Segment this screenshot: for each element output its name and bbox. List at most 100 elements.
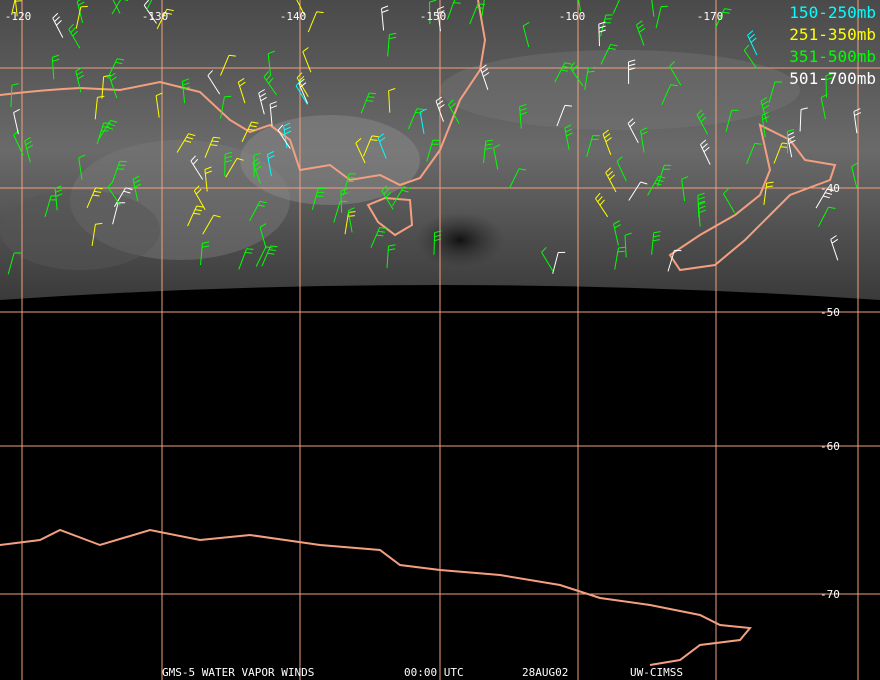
longitude-label: -150	[420, 10, 447, 23]
wind-barb	[605, 167, 617, 193]
wind-barb	[224, 151, 233, 177]
wind-barb	[11, 0, 22, 16]
wind-barb	[370, 227, 387, 248]
wind-barb	[238, 248, 254, 270]
wind-barb	[556, 104, 572, 127]
wind-barb	[698, 201, 706, 227]
wind-barb	[51, 54, 60, 80]
legend-entry: 351-500mb	[789, 47, 876, 66]
wind-barb	[190, 155, 204, 180]
longitude-label: -130	[142, 10, 169, 23]
wind-barb	[146, 0, 153, 11]
wind-barb	[578, 0, 581, 11]
wind-barb	[435, 96, 445, 122]
wind-barb	[52, 12, 64, 38]
wind-barb	[14, 0, 18, 17]
wind-barb	[655, 5, 669, 29]
wind-barb	[267, 50, 275, 76]
longitude-labels: -120 -130 -140 -150 -160 -170	[5, 10, 724, 23]
wind-barb	[429, 0, 437, 25]
wind-barb	[614, 246, 626, 270]
wind-barb	[522, 21, 530, 48]
wind-barb	[253, 152, 261, 178]
wind-barb	[302, 47, 312, 73]
wind-barb	[181, 78, 190, 104]
wind-barb	[263, 71, 278, 96]
longitude-label: -120	[5, 10, 32, 23]
wind-barb	[388, 88, 396, 113]
wind-barb	[296, 72, 309, 97]
wind-barb	[681, 176, 689, 202]
wind-barb	[220, 95, 232, 119]
wind-barb	[768, 81, 783, 104]
wind-barb	[508, 168, 527, 189]
wind-barb	[220, 54, 236, 76]
wind-barb	[187, 205, 204, 227]
wind-barb	[651, 231, 661, 255]
wind-barb	[743, 44, 758, 69]
wind-barb	[636, 20, 646, 46]
wind-barb	[225, 157, 244, 178]
latitude-label: -60	[820, 440, 840, 453]
wind-barb	[298, 78, 309, 104]
wind-barb	[241, 121, 259, 143]
wind-barb	[469, 3, 485, 25]
wind-barb	[112, 202, 126, 225]
wind-barb	[628, 59, 636, 84]
wind-barb	[307, 11, 324, 33]
footer: GMS-5 WATER VAPOR WINDS 00:00 UTC 28AUG0…	[162, 666, 683, 679]
wind-barb	[669, 61, 682, 86]
legend: 150-250mb 251-350mb 351-500mb 501-700mb	[789, 3, 876, 88]
wind-barb	[202, 214, 221, 235]
wind-barb	[112, 160, 127, 183]
wind-barb	[112, 0, 121, 14]
legend-entry: 501-700mb	[789, 69, 876, 88]
wind-barb	[204, 166, 212, 192]
wind-barb	[554, 62, 572, 83]
legend-entry: 251-350mb	[789, 25, 876, 44]
wind-barb	[584, 66, 596, 90]
cloud-band	[240, 115, 420, 205]
product-name: GMS-5 WATER VAPOR WINDS	[162, 666, 314, 679]
wind-barb	[602, 129, 612, 155]
wind-barb	[616, 156, 627, 182]
time: 00:00 UTC	[404, 666, 464, 679]
wind-barb	[132, 175, 142, 202]
latitude-label: -50	[820, 306, 840, 319]
wind-barb	[10, 83, 19, 108]
wind-barb	[113, 187, 133, 207]
wind-barb	[586, 135, 600, 157]
wind-barb	[7, 252, 22, 275]
wind-barb	[204, 136, 221, 158]
wind-barb	[480, 64, 490, 90]
wind-barb	[786, 129, 795, 154]
wind-barb	[640, 127, 648, 153]
wind-barb	[392, 186, 411, 206]
wind-barb	[156, 8, 174, 30]
wind-barb	[419, 108, 427, 134]
wind-barb	[360, 92, 377, 114]
wind-barb	[493, 144, 501, 170]
source: UW-CIMSS	[630, 666, 683, 679]
new-zealand-coast	[668, 123, 837, 272]
wind-barb	[347, 207, 355, 233]
wind-barb	[760, 96, 770, 123]
wind-barb	[519, 103, 528, 129]
wind-barb	[426, 139, 440, 162]
wind-barb	[851, 162, 858, 189]
wind-barb	[44, 195, 59, 218]
wind-barb	[98, 119, 118, 140]
wind-barb	[24, 136, 33, 163]
wind-barb	[333, 200, 348, 223]
wind-barb	[433, 230, 442, 255]
wind-barb	[725, 109, 739, 132]
cloud-band	[440, 50, 800, 130]
legend-entry: 150-250mb	[789, 3, 876, 22]
wind-barb	[311, 188, 326, 210]
wind-barb	[723, 188, 736, 214]
wind-barb	[446, 0, 461, 20]
wind-barb	[143, 0, 157, 24]
wind-barb	[600, 44, 618, 65]
wind-barb	[612, 0, 620, 14]
wind-barb	[595, 192, 609, 218]
